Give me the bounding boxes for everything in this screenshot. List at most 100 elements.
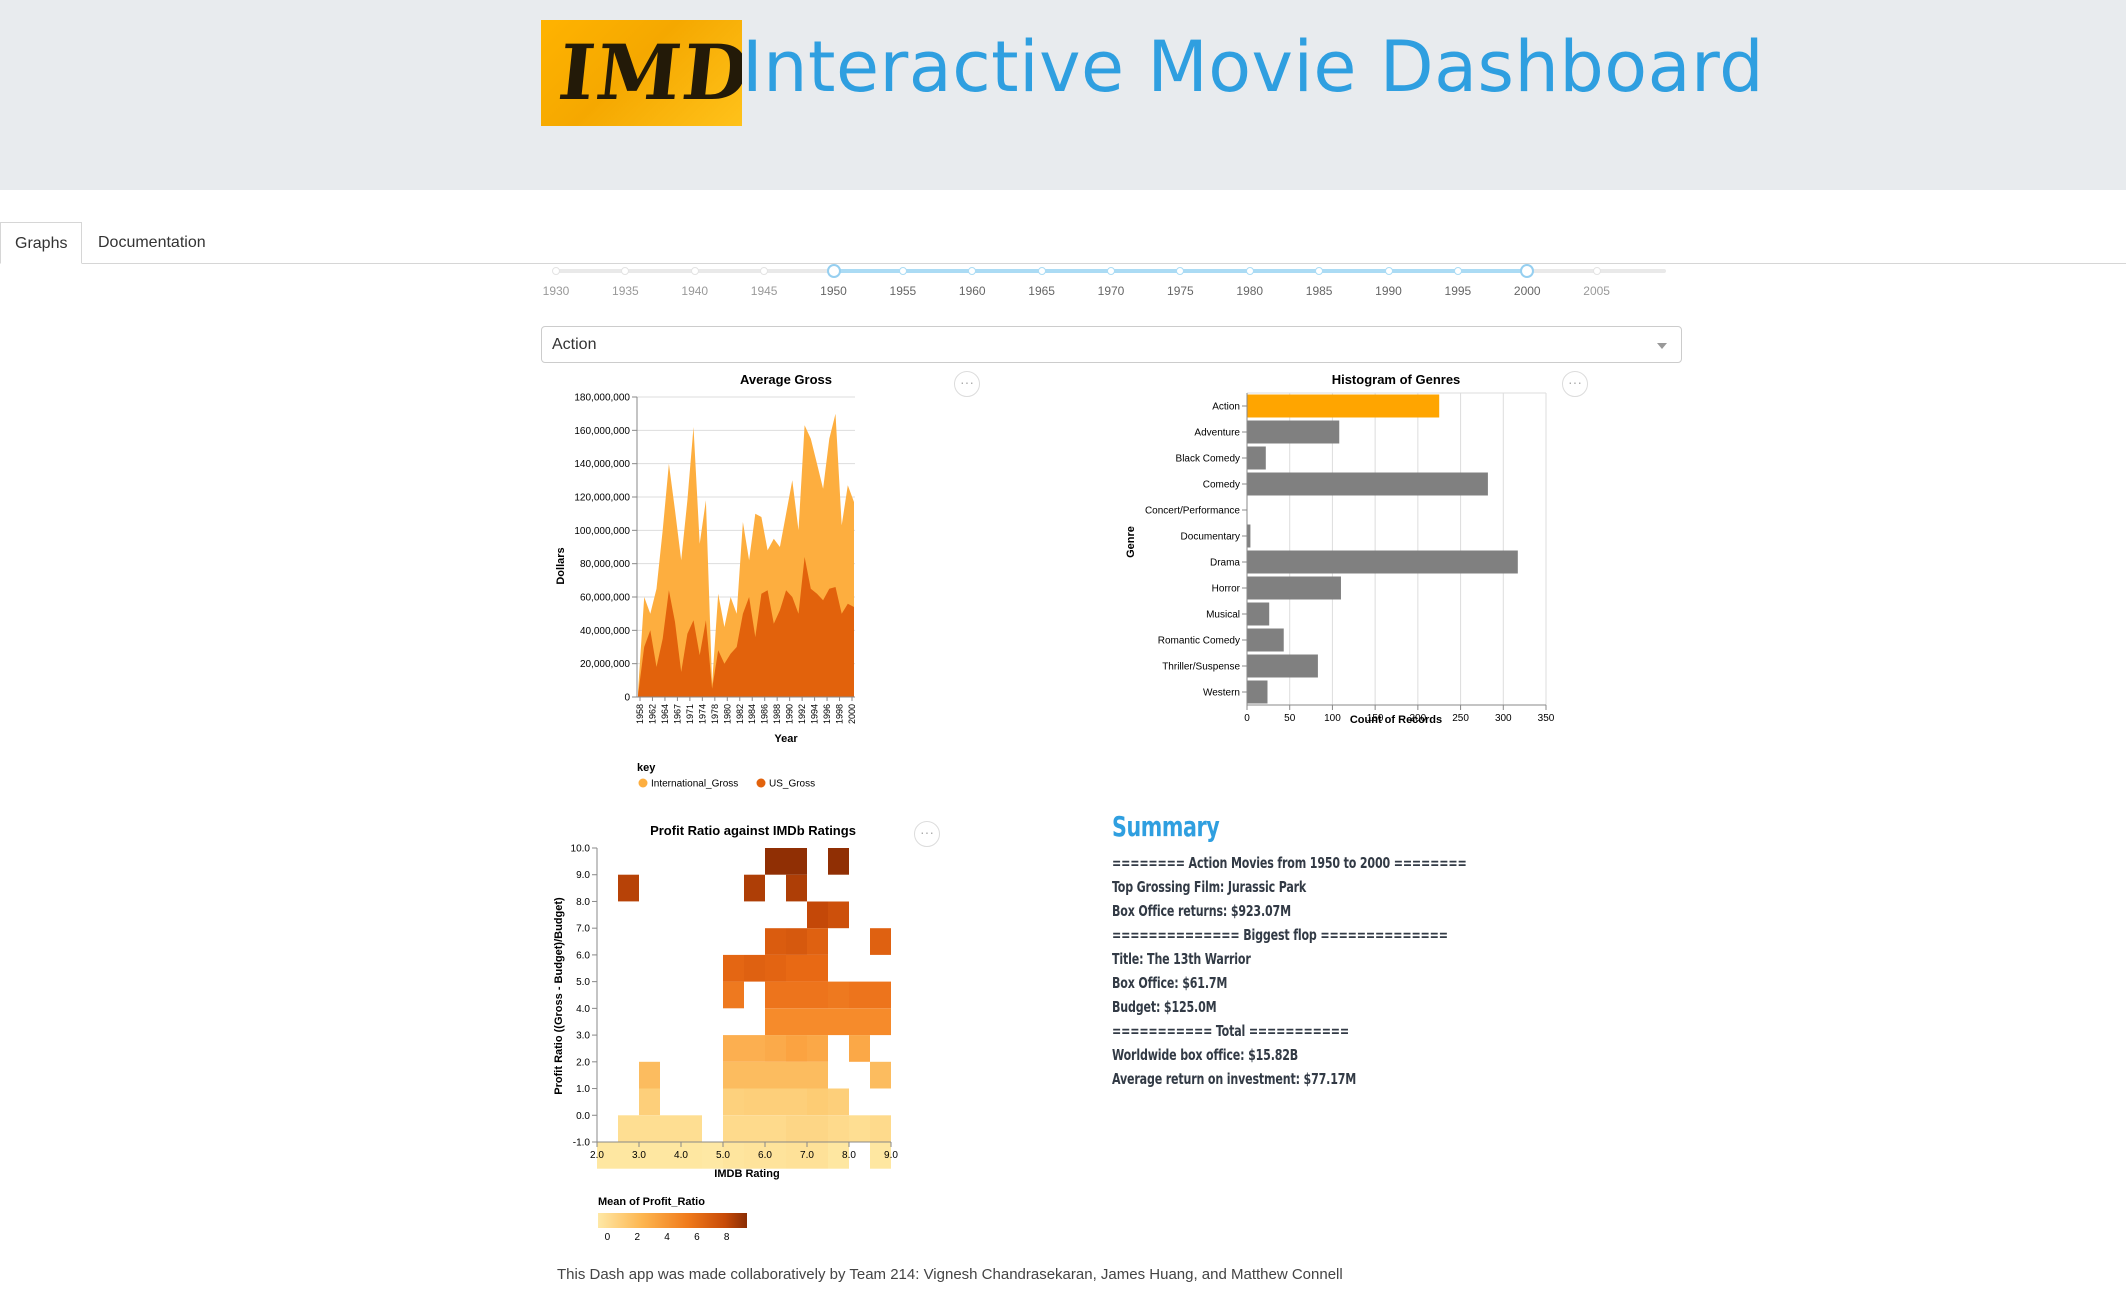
heatmap-cell — [765, 928, 786, 955]
y-tick-label: 2.0 — [576, 1057, 590, 1068]
heatmap-cell — [702, 1142, 723, 1169]
slider-mark-label[interactable]: 1945 — [750, 284, 778, 298]
x-tick-label: 1990 — [785, 704, 795, 724]
bar — [1247, 394, 1440, 418]
heatmap-cell — [849, 981, 870, 1009]
slider-handle-end[interactable] — [1520, 264, 1535, 278]
x-tick-label: 1962 — [647, 704, 657, 724]
slider-mark-label[interactable]: 1960 — [958, 284, 986, 298]
heatmap-cell — [744, 1142, 765, 1169]
slider-mark-label[interactable]: 1965 — [1028, 284, 1055, 298]
heatmap-cell — [618, 1115, 639, 1142]
slider-mark-label[interactable]: 1940 — [681, 284, 709, 298]
tab-documentation[interactable]: Documentation — [98, 234, 206, 251]
x-tick-label: 50 — [1284, 713, 1296, 724]
bar — [1247, 680, 1268, 704]
slider-dot[interactable] — [1245, 267, 1254, 275]
bar — [1247, 602, 1270, 626]
summary-heading: Summary — [1112, 810, 1220, 843]
x-tick-label: 5.0 — [716, 1150, 730, 1161]
slider-dot[interactable] — [1384, 267, 1393, 275]
slider-dot[interactable] — [1592, 267, 1601, 275]
slider-dot[interactable] — [898, 267, 907, 275]
slider-dot[interactable] — [1315, 267, 1324, 275]
tab-graphs[interactable]: Graphs — [0, 222, 83, 264]
slider-mark-label[interactable]: 1955 — [889, 284, 917, 298]
x-tick-label: 1996 — [822, 704, 832, 724]
slider-dot[interactable] — [1176, 267, 1185, 275]
heatmap-cell — [807, 1142, 828, 1169]
slider-mark-label[interactable]: 1990 — [1375, 284, 1402, 298]
heatmap-cell — [807, 901, 828, 929]
chevron-down-icon[interactable] — [1657, 343, 1667, 349]
x-tick-label: 1994 — [810, 704, 820, 724]
slider-mark-label[interactable]: 1980 — [1236, 284, 1264, 298]
x-tick-label: 9.0 — [884, 1150, 898, 1161]
x-tick-label: 1967 — [672, 704, 682, 724]
chart-actions-menu-icon[interactable]: ··· — [1562, 371, 1588, 397]
slider-mark-label[interactable]: 1995 — [1444, 284, 1472, 298]
legend-symbol — [638, 778, 648, 788]
slider-mark-label[interactable]: 1950 — [820, 284, 847, 298]
heatmap-cell — [807, 981, 828, 1009]
y-axis-title: Dollars — [555, 547, 567, 584]
slider-dot[interactable] — [1107, 267, 1115, 275]
x-tick-label: 1974 — [697, 704, 707, 724]
heatmap-cell — [870, 1115, 891, 1142]
heatmap-cell — [870, 928, 891, 955]
y-tick-label: 160,000,000 — [574, 426, 630, 437]
x-axis-title: Year — [774, 733, 798, 745]
summary-line: ======== Action Movies from 1950 to 2000… — [1112, 854, 1467, 872]
slider-dot[interactable] — [1037, 267, 1046, 275]
summary-line: Box Office returns: $923.07M — [1112, 902, 1291, 920]
x-tick-label: 2.0 — [590, 1150, 604, 1161]
heatmap-cell — [786, 1008, 807, 1036]
x-axis-title: Count of Records — [1350, 714, 1442, 726]
year-range-slider[interactable]: 1930 1935 1940 1945 1950 1955 1960 1965 1970 1975… — [543, 262, 1675, 302]
legend-ticks: 0 2 4 6 8 — [605, 1232, 730, 1243]
x-tick-label: 200 — [1410, 713, 1427, 724]
chart-actions-menu-icon[interactable]: ··· — [914, 821, 940, 847]
bar — [1247, 472, 1488, 496]
bar — [1247, 420, 1340, 444]
tab-bar: Graphs Documentation — [0, 222, 2126, 264]
slider-mark-label[interactable]: 2005 — [1583, 284, 1610, 298]
y-tick-label: 5.0 — [576, 977, 590, 988]
x-tick-label: 1984 — [747, 704, 757, 724]
y-tick-label: 7.0 — [576, 924, 590, 935]
slider-dot[interactable] — [968, 267, 977, 275]
heatmap-cell — [807, 1088, 828, 1116]
y-tick-label: Drama — [1210, 558, 1240, 569]
slider-dot[interactable] — [1453, 267, 1462, 275]
slider-mark-label[interactable]: 1985 — [1305, 284, 1333, 298]
legend-title: key — [637, 762, 656, 774]
slider-mark-label[interactable]: 1935 — [612, 284, 639, 298]
slider-mark-label[interactable]: 1930 — [542, 284, 570, 298]
slider-mark-label[interactable]: 1975 — [1167, 284, 1194, 298]
x-tick-label: 1988 — [772, 704, 782, 724]
bar — [1247, 550, 1518, 574]
x-tick-label: 300 — [1495, 713, 1512, 724]
slider-mark-label[interactable]: 2000 — [1513, 284, 1541, 298]
chart-actions-menu-icon[interactable]: ··· — [954, 371, 980, 397]
heatmap-cell — [870, 1142, 891, 1169]
genre-dropdown[interactable]: Action — [541, 326, 1682, 363]
summary-line: Top Grossing Film: Jurassic Park — [1112, 878, 1307, 896]
y-tick-label: Comedy — [1203, 480, 1240, 491]
heatmap-cell — [786, 1061, 807, 1089]
slider-dot[interactable] — [552, 267, 560, 275]
chart-title: Average Gross — [740, 372, 832, 387]
y-tick-label: 0 — [624, 693, 630, 704]
slider-handle-start[interactable] — [826, 264, 841, 278]
heatmap-cell — [639, 1061, 660, 1089]
bar — [1247, 654, 1318, 678]
y-tick-label: 100,000,000 — [574, 526, 630, 537]
heatmap-cell — [681, 1115, 702, 1142]
slider-dot[interactable] — [690, 267, 699, 275]
slider-dot[interactable] — [621, 267, 630, 275]
slider-mark-label[interactable]: 1970 — [1097, 284, 1125, 298]
heatmap-cell — [870, 981, 891, 1009]
x-tick-label: 7.0 — [800, 1150, 814, 1161]
slider-dot[interactable] — [760, 267, 769, 275]
y-tick-label: 180,000,000 — [574, 393, 630, 404]
